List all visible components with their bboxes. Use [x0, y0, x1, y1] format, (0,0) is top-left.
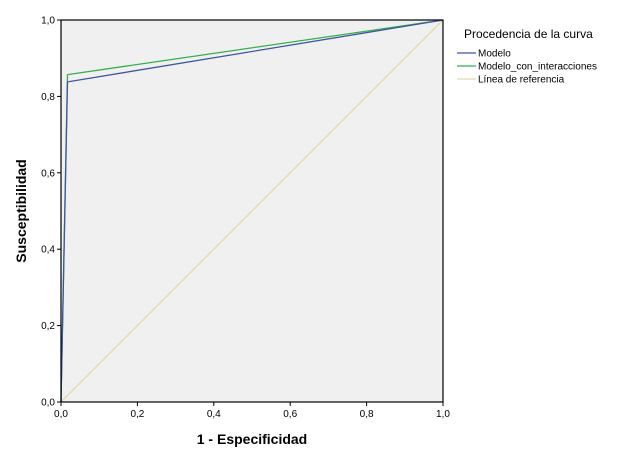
y-axis-ticks: 0,0 0,2 0,4 0,6 0,8 1,0	[41, 16, 61, 409]
legend-items: Modelo Modelo_con_interacciones Línea de r…	[457, 49, 597, 86]
y-tick-label: 0,0	[41, 398, 55, 409]
legend: Procedencia de la curva Modelo Modelo_con…	[457, 27, 597, 86]
series-line-2	[60, 19, 444, 403]
legend-label-0: Modelo	[478, 49, 511, 60]
x-axis-title: 1 - Especificidad	[197, 431, 307, 447]
y-tick-label: 0,6	[41, 168, 55, 179]
y-tick-label: 0,4	[41, 245, 55, 256]
x-tick-label: 0,2	[130, 409, 144, 420]
x-tick-label: 0,4	[207, 409, 221, 420]
x-tick-label: 0,0	[54, 409, 68, 420]
legend-label-2: Línea de referencia	[478, 75, 565, 86]
x-axis-ticks: 0,0 0,2 0,4 0,6 0,8 1,0	[54, 402, 450, 420]
y-tick-label: 0,2	[41, 321, 55, 332]
legend-title: Procedencia de la curva	[464, 27, 593, 41]
plot-border	[60, 19, 444, 403]
x-tick-label: 1,0	[436, 409, 450, 420]
legend-label-1: Modelo_con_interacciones	[478, 62, 597, 73]
x-tick-label: 0,8	[360, 409, 374, 420]
y-axis-title: Susceptibilidad	[13, 159, 29, 262]
series-line-0	[60, 19, 444, 403]
y-tick-label: 1,0	[41, 16, 55, 27]
y-tick-label: 0,8	[41, 92, 55, 103]
series-layer	[60, 19, 444, 403]
x-tick-label: 0,6	[283, 409, 297, 420]
